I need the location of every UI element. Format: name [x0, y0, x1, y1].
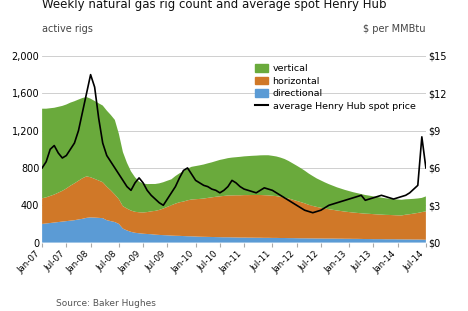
- Text: Source: Baker Hughes: Source: Baker Hughes: [56, 299, 156, 308]
- Text: active rigs: active rigs: [42, 24, 93, 34]
- Text: $ per MMBtu: $ per MMBtu: [363, 24, 426, 34]
- Legend: vertical, horizontal, directional, average Henry Hub spot price: vertical, horizontal, directional, avera…: [253, 63, 417, 112]
- Text: Weekly natural gas rig count and average spot Henry Hub: Weekly natural gas rig count and average…: [42, 0, 387, 11]
